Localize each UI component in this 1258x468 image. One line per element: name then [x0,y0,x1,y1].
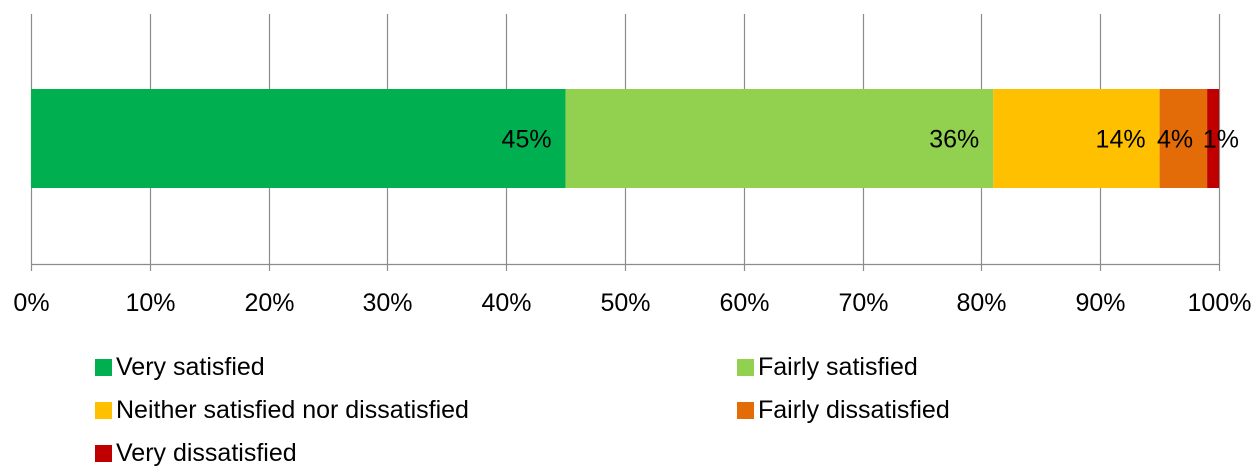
data-label: 36% [929,126,979,154]
data-labels: 45% 36% 14% 4% 1% [502,126,1239,154]
legend-label: Very dissatisfied [116,438,297,467]
x-axis: 0% 10% 20% 30% 40% 50% 60% 70% 80% 90% 100% [13,263,1252,317]
legend-label: Neither satisfied nor dissatisfied [116,395,469,424]
legend-swatch [95,444,112,462]
legend-label: Fairly satisfied [758,352,918,381]
x-tick-label: 50% [600,289,650,317]
data-label: 1% [1203,126,1239,154]
bar-segment [993,89,1160,188]
bar-segments [31,89,1219,188]
legend-label: Fairly dissatisfied [758,395,950,424]
legend-swatch [737,358,754,376]
x-tick-label: 70% [838,289,888,317]
data-label: 14% [1096,126,1146,154]
x-tick-label: 30% [362,289,412,317]
x-tick-label: 20% [244,289,294,317]
legend-swatch [95,358,112,376]
legend-swatch [737,401,754,419]
x-tick-label: 40% [481,289,531,317]
bar-segment [31,89,566,188]
x-tick-label: 90% [1075,289,1125,317]
legend-item: Fairly satisfied [737,352,918,382]
x-tick-label: 10% [125,289,175,317]
bar-segment [565,89,994,188]
bar-segment [1207,89,1219,188]
data-label: 45% [502,126,552,154]
x-tick-label: 100% [1188,289,1252,317]
legend-swatch [95,401,112,419]
legend-item: Very dissatisfied [95,438,297,468]
legend-item: Fairly dissatisfied [737,395,950,425]
x-tick-label: 60% [719,289,769,317]
x-tick-label: 80% [956,289,1006,317]
legend-item: Very satisfied [95,352,265,382]
bar-segment [1159,89,1208,188]
x-tick-label: 0% [13,289,49,317]
legend-item: Neither satisfied nor dissatisfied [95,395,469,425]
legend-label: Very satisfied [116,352,265,381]
data-label: 4% [1157,126,1193,154]
